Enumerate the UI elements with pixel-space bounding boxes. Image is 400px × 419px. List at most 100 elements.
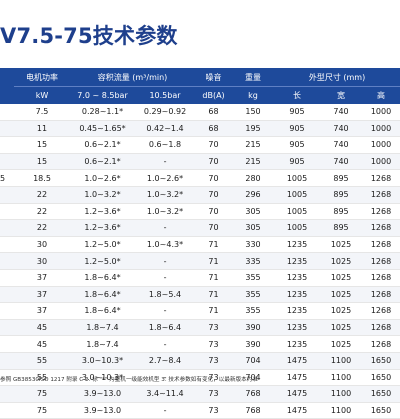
- cell-weight: 215: [232, 136, 275, 154]
- cell-flow-b: 3.4~11.4: [135, 385, 196, 403]
- cell-power: 37: [14, 302, 70, 320]
- cell-width: 895: [320, 186, 363, 204]
- cell-power: 22: [14, 203, 70, 221]
- cell-power: 15: [14, 153, 70, 171]
- cell-flow-a: 3.0~10.3*: [70, 369, 135, 387]
- cell-flow-a: 1.8~7.4: [70, 319, 135, 337]
- cell-width: 1025: [320, 335, 363, 353]
- cell-height: 1268: [362, 302, 400, 320]
- cell-flow-a: 0.6~2.1*: [70, 153, 135, 171]
- cell-length: 1235: [274, 286, 321, 304]
- cell-height: 1000: [362, 120, 400, 138]
- cell-power: 45: [14, 335, 70, 353]
- cell-noise: 70: [195, 203, 233, 221]
- cell-model: [0, 153, 14, 171]
- spec-table-body: 7.5 0.28~1.1* 0.29~0.92 68 150 905 740 1000 11 0…: [0, 104, 400, 419]
- cell-height: 1268: [362, 236, 400, 254]
- cell-flow-b: 1.8~6.4: [135, 319, 196, 337]
- cell-weight: 355: [232, 269, 275, 287]
- cell-weight: 280: [232, 169, 275, 187]
- cell-noise: 68: [195, 104, 233, 121]
- cell-model: [0, 203, 14, 221]
- cell-power: 75: [14, 402, 70, 419]
- header-height: 高: [362, 86, 400, 104]
- cell-width: 1100: [320, 402, 363, 419]
- cell-flow-a: 1.8~7.4: [70, 335, 135, 353]
- cell-power: 37: [14, 286, 70, 304]
- header-weight-unit: kg: [232, 86, 275, 104]
- cell-height: 1000: [362, 104, 400, 121]
- cell-width: 740: [320, 153, 363, 171]
- cell-flow-a: 1.2~3.6*: [70, 219, 135, 237]
- cell-model: [0, 352, 14, 370]
- cell-width: 740: [320, 136, 363, 154]
- cell-model: [0, 269, 14, 287]
- cell-height: 1268: [362, 252, 400, 270]
- table-row: 55 3.0~10.3* -73 704 1475 1100 1650: [0, 369, 400, 387]
- cell-weight: 305: [232, 203, 275, 221]
- cell-length: 1235: [274, 319, 321, 337]
- cell-weight: 355: [232, 302, 275, 320]
- cell-power: 22: [14, 186, 70, 204]
- cell-noise: 71: [195, 302, 233, 320]
- cell-weight: 335: [232, 252, 275, 270]
- cell-length: 1475: [274, 402, 321, 419]
- cell-height: 1000: [362, 153, 400, 171]
- cell-noise: 70: [195, 169, 233, 187]
- cell-length: 1235: [274, 302, 321, 320]
- cell-model: [0, 186, 14, 204]
- cell-length: 1235: [274, 335, 321, 353]
- table-row: 75 3.9~13.0 3.4~11.4 73 768 1475 1100 1650: [0, 385, 400, 403]
- header-dims: 外型尺寸 (mm): [274, 68, 400, 87]
- cell-flow-b: -: [135, 153, 196, 171]
- cell-width: 895: [320, 219, 363, 237]
- cell-weight: 305: [232, 219, 275, 237]
- cell-power: 55: [14, 352, 70, 370]
- cell-noise: 70: [195, 136, 233, 154]
- header-noise-unit: dB(A): [195, 86, 233, 104]
- cell-model: [0, 385, 14, 403]
- cell-flow-b: -: [135, 269, 196, 287]
- cell-width: 740: [320, 120, 363, 138]
- cell-noise: 71: [195, 236, 233, 254]
- cell-noise: 73: [195, 319, 233, 337]
- cell-length: 1005: [274, 169, 321, 187]
- cell-noise: 68: [195, 120, 233, 138]
- cell-flow-b: 0.42~1.4: [135, 120, 196, 138]
- cell-flow-b: 0.29~0.92: [135, 104, 196, 121]
- table-row: 55 3.0~10.3* 2.7~8.4 73 704 1475 1100 1650: [0, 352, 400, 370]
- table-row: 15 0.6~2.1* 0.6~1.8 70 215 905 740 1000: [0, 136, 400, 154]
- cell-length: 1235: [274, 252, 321, 270]
- cell-height: 1650: [362, 402, 400, 419]
- table-row: 45 1.8~7.4-73 390 1235 1025 1268: [0, 335, 400, 353]
- cell-width: 895: [320, 203, 363, 221]
- cell-length: 1235: [274, 236, 321, 254]
- cell-noise: 73: [195, 352, 233, 370]
- cell-power: 22: [14, 219, 70, 237]
- cell-length: 1005: [274, 186, 321, 204]
- header-flow-b: 10.5bar: [135, 86, 196, 104]
- cell-flow-b: 1.8~5.4: [135, 286, 196, 304]
- cell-noise: 70: [195, 186, 233, 204]
- table-row: 11 0.45~1.65* 0.42~1.4 68 195 905 740 1000: [0, 120, 400, 138]
- cell-length: 1005: [274, 219, 321, 237]
- cell-flow-b: 1.0~2.6*: [135, 169, 196, 187]
- table-row: 22 1.0~3.2* 1.0~3.2* 70 296 1005 895 1268: [0, 186, 400, 204]
- cell-width: 1025: [320, 319, 363, 337]
- cell-weight: 215: [232, 153, 275, 171]
- table-row: 22 1.2~3.6* -70 305 1005 895 1268: [0, 219, 400, 237]
- cell-noise: 71: [195, 286, 233, 304]
- cell-weight: 330: [232, 236, 275, 254]
- cell-model: [0, 369, 14, 387]
- table-row: 7.5 0.28~1.1* 0.29~0.92 68 150 905 740 1000: [0, 104, 400, 121]
- cell-flow-b: 0.6~1.8: [135, 136, 196, 154]
- cell-flow-a: 1.2~3.6*: [70, 203, 135, 221]
- cell-width: 1025: [320, 269, 363, 287]
- cell-model: [0, 252, 14, 270]
- page-title: V7.5-75技术参数: [0, 24, 178, 48]
- cell-model: [0, 302, 14, 320]
- cell-flow-a: 0.28~1.1*: [70, 104, 135, 121]
- cell-model: 5: [0, 169, 14, 187]
- cell-flow-a: 3.0~10.3*: [70, 352, 135, 370]
- table-row: 37 1.8~6.4* 1.8~5.4 71 355 1235 1025 1268: [0, 286, 400, 304]
